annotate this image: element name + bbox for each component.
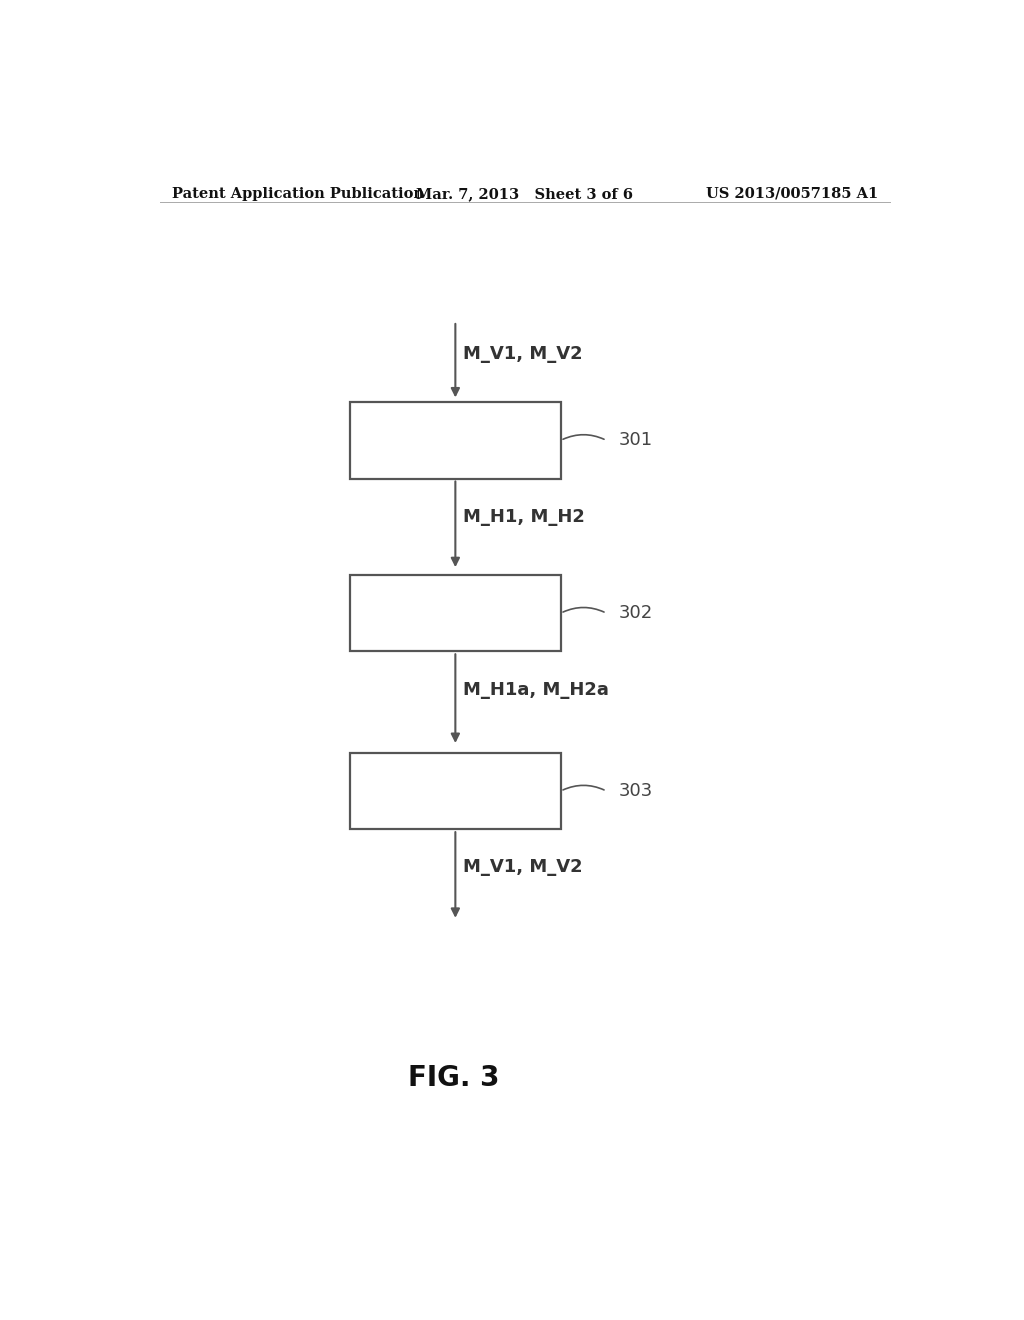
- Text: 302: 302: [618, 605, 652, 622]
- Bar: [350, 576, 560, 651]
- Bar: [350, 752, 560, 829]
- Bar: [350, 403, 560, 479]
- Text: US 2013/0057185 A1: US 2013/0057185 A1: [706, 187, 878, 201]
- Text: FIG. 3: FIG. 3: [408, 1064, 499, 1092]
- Text: Patent Application Publication: Patent Application Publication: [172, 187, 424, 201]
- Text: Mar. 7, 2013   Sheet 3 of 6: Mar. 7, 2013 Sheet 3 of 6: [417, 187, 633, 201]
- Text: 303: 303: [618, 783, 652, 800]
- Text: M_H1a, M_H2a: M_H1a, M_H2a: [463, 681, 609, 700]
- Text: M_H1, M_H2: M_H1, M_H2: [463, 508, 585, 527]
- Text: M_V1, M_V2: M_V1, M_V2: [463, 345, 583, 363]
- Text: M_V1, M_V2: M_V1, M_V2: [463, 858, 583, 876]
- Text: 301: 301: [618, 432, 652, 449]
